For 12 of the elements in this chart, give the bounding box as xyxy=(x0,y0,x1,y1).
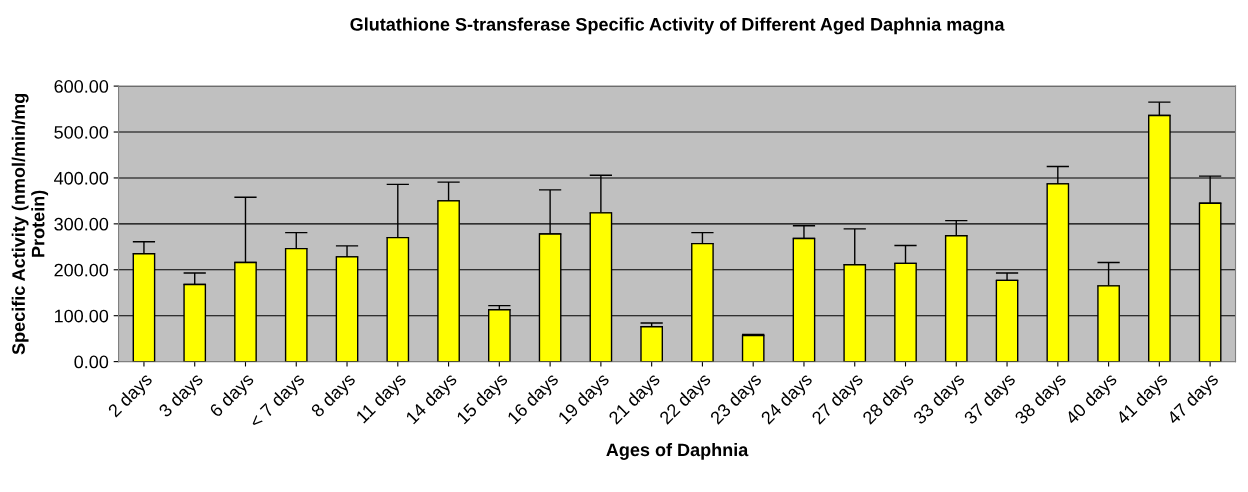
y-tick-label: 600.00 xyxy=(54,80,109,93)
y-tick-label: 100.00 xyxy=(55,309,109,323)
chart-title: Glutathione S-transferase Specific Activity of Different Aged Daphnia magna xyxy=(350,17,1005,35)
y-axis-title: Specific Activity (nmol/min/mg Protein) xyxy=(11,93,49,355)
bar xyxy=(741,334,765,362)
y-tick-label: 200.00 xyxy=(54,263,109,277)
y-tick-label: 300.00 xyxy=(54,217,109,231)
x-axis-title: Ages of Daphnia xyxy=(606,442,749,460)
y-tick-label: 400.00 xyxy=(54,171,109,185)
y-tick-label: 0.00 xyxy=(74,355,109,369)
y-tick-label: 500.00 xyxy=(54,125,109,139)
bar xyxy=(640,326,664,362)
